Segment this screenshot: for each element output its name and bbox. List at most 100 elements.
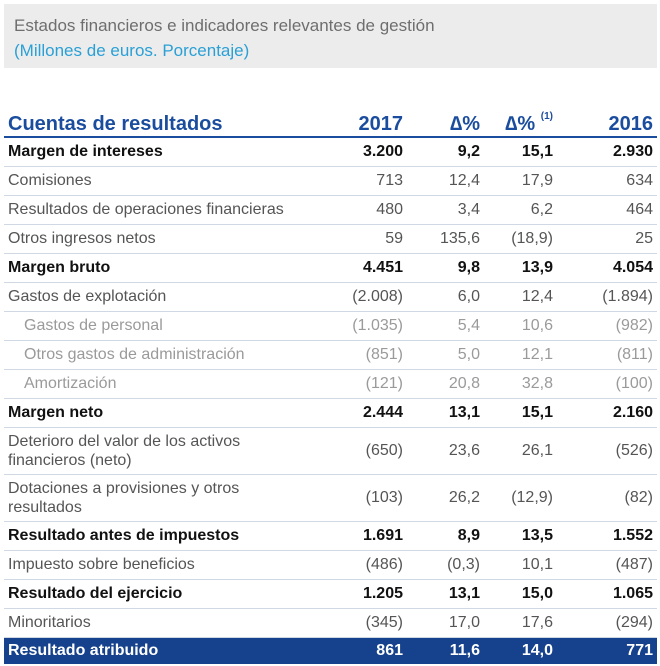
value-2016: 2.930 bbox=[557, 137, 657, 167]
row-label: Resultado atribuido bbox=[4, 637, 312, 664]
value-delta-constant: 32,8 bbox=[484, 369, 557, 399]
table-row: Margen de intereses 3.200 9,2 15,1 2.930 bbox=[4, 137, 657, 167]
value-2016: (82) bbox=[557, 474, 657, 522]
value-2017: (103) bbox=[312, 474, 407, 522]
value-delta: 13,1 bbox=[407, 579, 484, 609]
value-2017: (486) bbox=[312, 550, 407, 580]
value-delta-constant: 26,1 bbox=[484, 427, 557, 475]
table-row: Otros ingresos netos 59 135,6 (18,9) 25 bbox=[4, 224, 657, 254]
table-row: Resultado del ejercicio 1.205 13,1 15,0 1.06… bbox=[4, 579, 657, 609]
page-subtitle: (Millones de euros. Porcentaje) bbox=[14, 41, 250, 60]
value-delta: (0,3) bbox=[407, 550, 484, 580]
row-label: Resultado antes de impuestos bbox=[4, 521, 312, 551]
value-2016: 1.552 bbox=[557, 521, 657, 551]
value-2017: (1.035) bbox=[312, 311, 407, 341]
value-2016: (487) bbox=[557, 550, 657, 580]
table-row: Deterioro del valor de los activos finan… bbox=[4, 427, 657, 475]
value-delta: 13,1 bbox=[407, 398, 484, 428]
value-2016: 634 bbox=[557, 166, 657, 196]
row-label: Impuesto sobre beneficios bbox=[4, 550, 312, 580]
value-2017: 713 bbox=[312, 166, 407, 196]
table-row: Comisiones 713 12,4 17,9 634 bbox=[4, 166, 657, 196]
value-delta: 11,6 bbox=[407, 637, 484, 664]
value-2016: (526) bbox=[557, 427, 657, 475]
value-delta: 12,4 bbox=[407, 166, 484, 196]
value-2016: 25 bbox=[557, 224, 657, 254]
value-delta-constant: 13,5 bbox=[484, 521, 557, 551]
value-2017: 480 bbox=[312, 195, 407, 225]
value-delta-constant: 10,1 bbox=[484, 550, 557, 580]
row-label: Margen de intereses bbox=[4, 137, 312, 167]
row-label: Margen bruto bbox=[4, 253, 312, 283]
column-header-2016: 2016 bbox=[557, 108, 657, 138]
table-row: Margen bruto 4.451 9,8 13,9 4.054 bbox=[4, 253, 657, 283]
value-2017: 1.691 bbox=[312, 521, 407, 551]
value-delta: 9,2 bbox=[407, 137, 484, 167]
value-delta-constant: (12,9) bbox=[484, 474, 557, 522]
value-delta-constant: 12,1 bbox=[484, 340, 557, 370]
value-2016: 771 bbox=[557, 637, 657, 664]
table-row: Dotaciones a provisiones y otros resulta… bbox=[4, 474, 657, 522]
page-title: Estados financieros e indicadores releva… bbox=[14, 16, 435, 35]
value-2017: 59 bbox=[312, 224, 407, 254]
header-box: Estados financieros e indicadores releva… bbox=[4, 4, 657, 68]
value-2016: 2.160 bbox=[557, 398, 657, 428]
value-2017: (121) bbox=[312, 369, 407, 399]
row-label: Resultados de operaciones financieras bbox=[4, 195, 312, 225]
value-delta-constant: 15,1 bbox=[484, 398, 557, 428]
value-delta-constant: (18,9) bbox=[484, 224, 557, 254]
table-row: Gastos de explotación (2.008) 6,0 12,4 (1.89… bbox=[4, 282, 657, 312]
value-2016: (294) bbox=[557, 608, 657, 638]
value-delta: 23,6 bbox=[407, 427, 484, 475]
value-delta: 5,4 bbox=[407, 311, 484, 341]
value-delta-constant: 14,0 bbox=[484, 637, 557, 664]
value-delta: 9,8 bbox=[407, 253, 484, 283]
table-row: Otros gastos de administración (851) 5,0 12… bbox=[4, 340, 657, 370]
value-delta-constant: 17,6 bbox=[484, 608, 557, 638]
value-2016: (100) bbox=[557, 369, 657, 399]
income-statement-table: Cuentas de resultados 2017 ∆% ∆% (1) 201… bbox=[4, 108, 657, 664]
table-row: Margen neto 2.444 13,1 15,1 2.160 bbox=[4, 398, 657, 428]
value-2017: (851) bbox=[312, 340, 407, 370]
value-delta-constant: 12,4 bbox=[484, 282, 557, 312]
table-row: Resultados de operaciones financieras 480… bbox=[4, 195, 657, 225]
column-header-label: Cuentas de resultados bbox=[4, 108, 312, 138]
value-2016: (811) bbox=[557, 340, 657, 370]
value-2017: 4.451 bbox=[312, 253, 407, 283]
table-body: Margen de intereses 3.200 9,2 15,1 2.930 Comi… bbox=[4, 137, 657, 664]
value-delta: 5,0 bbox=[407, 340, 484, 370]
value-2016: 464 bbox=[557, 195, 657, 225]
value-2017: 3.200 bbox=[312, 137, 407, 167]
value-2017: (650) bbox=[312, 427, 407, 475]
table-header-row: Cuentas de resultados 2017 ∆% ∆% (1) 201… bbox=[4, 108, 657, 138]
row-label: Margen neto bbox=[4, 398, 312, 428]
value-delta: 6,0 bbox=[407, 282, 484, 312]
table-row: Gastos de personal (1.035) 5,4 10,6 (982) bbox=[4, 311, 657, 341]
value-delta-constant: 15,1 bbox=[484, 137, 557, 167]
value-delta-constant: 13,9 bbox=[484, 253, 557, 283]
value-delta-constant: 17,9 bbox=[484, 166, 557, 196]
table-row: Minoritarios (345) 17,0 17,6 (294) bbox=[4, 608, 657, 638]
row-label: Gastos de explotación bbox=[4, 282, 312, 312]
value-2017: 861 bbox=[312, 637, 407, 664]
table-row: Amortización (121) 20,8 32,8 (100) bbox=[4, 369, 657, 399]
column-header-delta: ∆% bbox=[407, 108, 484, 138]
row-label: Resultado del ejercicio bbox=[4, 579, 312, 609]
row-label: Comisiones bbox=[4, 166, 312, 196]
row-label: Otros gastos de administración bbox=[4, 340, 312, 370]
row-label: Amortización bbox=[4, 369, 312, 399]
value-delta: 17,0 bbox=[407, 608, 484, 638]
value-2016: (1.894) bbox=[557, 282, 657, 312]
value-2016: 1.065 bbox=[557, 579, 657, 609]
value-2017: 2.444 bbox=[312, 398, 407, 428]
row-label: Gastos de personal bbox=[4, 311, 312, 341]
value-2017: (2.008) bbox=[312, 282, 407, 312]
row-label: Dotaciones a provisiones y otros resulta… bbox=[4, 474, 312, 522]
value-delta: 20,8 bbox=[407, 369, 484, 399]
value-2016: 4.054 bbox=[557, 253, 657, 283]
value-2017: (345) bbox=[312, 608, 407, 638]
value-delta-constant: 6,2 bbox=[484, 195, 557, 225]
row-label: Otros ingresos netos bbox=[4, 224, 312, 254]
table-row: Impuesto sobre beneficios (486) (0,3) 10,1(… bbox=[4, 550, 657, 580]
value-delta: 135,6 bbox=[407, 224, 484, 254]
